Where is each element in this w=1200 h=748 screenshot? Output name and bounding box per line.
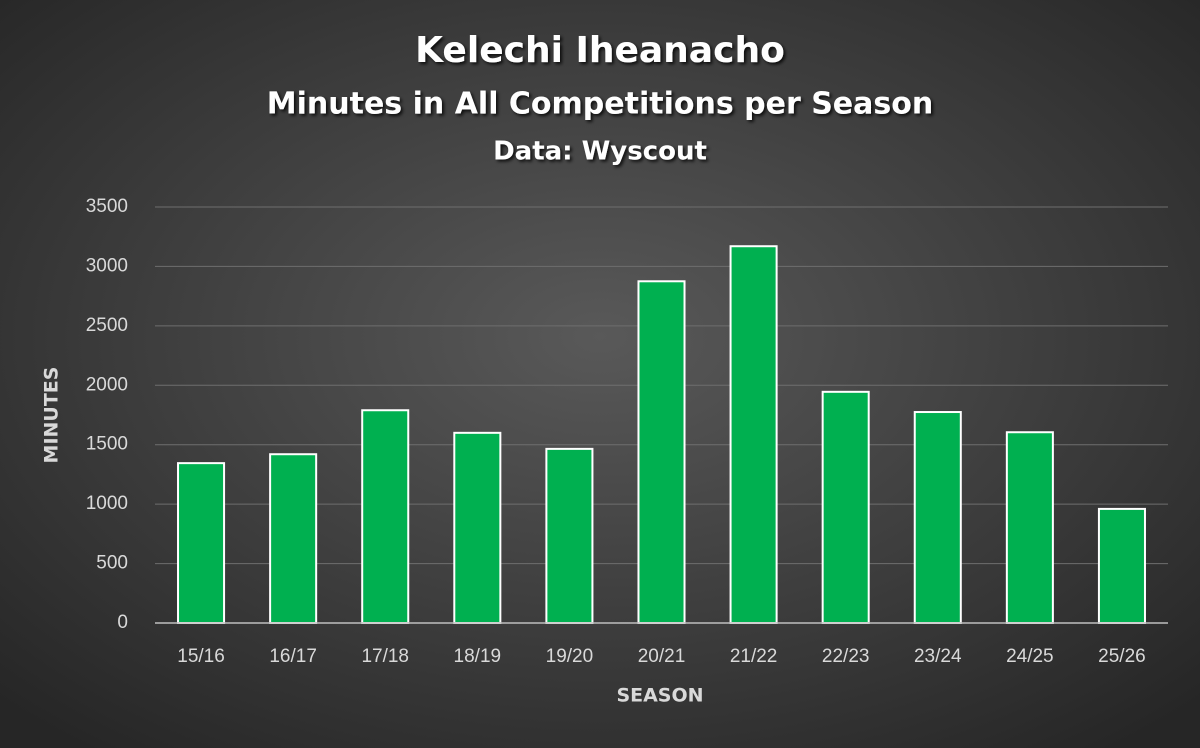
bar	[545, 447, 594, 625]
y-tick-label: 3500	[86, 196, 128, 217]
x-axis-title: SEASON	[616, 685, 703, 707]
bar	[1005, 431, 1054, 624]
x-tick-label: 23/24	[914, 646, 962, 667]
x-tick-label: 18/19	[454, 646, 502, 667]
y-tick-label: 2000	[86, 374, 128, 395]
y-tick-label: 1000	[86, 493, 128, 514]
y-tick-label: 0	[117, 612, 128, 633]
bar	[913, 411, 962, 624]
y-tick-label: 500	[96, 553, 128, 574]
bar	[453, 431, 502, 625]
y-tick-label: 1500	[86, 434, 128, 455]
y-axis-title: MINUTES	[41, 367, 63, 464]
chart-source: Data: Wyscout	[493, 137, 707, 167]
bar	[821, 390, 870, 624]
bar	[729, 245, 778, 624]
x-tick-label: 24/25	[1006, 646, 1054, 667]
chart-subtitle: Minutes in All Competitions per Season	[267, 87, 933, 122]
x-tick-label: 22/23	[822, 646, 870, 667]
x-tick-label: 25/26	[1098, 646, 1146, 667]
x-tick-label: 21/22	[730, 646, 778, 667]
bar	[269, 453, 318, 625]
chart-title: Kelechi Iheanacho	[415, 30, 785, 71]
bar	[1097, 507, 1146, 625]
bar	[637, 280, 686, 624]
bar	[177, 462, 226, 624]
y-tick-label: 2500	[86, 315, 128, 336]
x-tick-label: 19/20	[546, 646, 594, 667]
y-tick-label: 3000	[86, 255, 128, 276]
x-tick-label: 20/21	[638, 646, 686, 667]
x-tick-label: 15/16	[177, 646, 225, 667]
x-tick-label: 17/18	[361, 646, 409, 667]
x-tick-label: 16/17	[269, 646, 317, 667]
bar	[361, 409, 410, 625]
